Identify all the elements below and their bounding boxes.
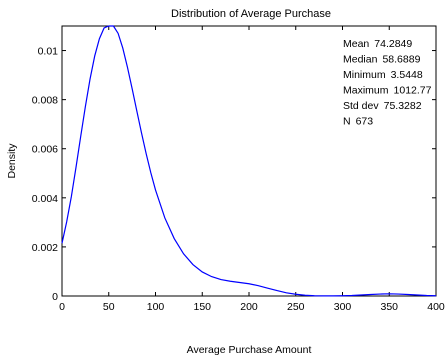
stat-value: 74.2849 xyxy=(374,38,412,50)
stat-value: 58.6889 xyxy=(382,54,420,66)
stat-value: 75.3282 xyxy=(384,100,422,112)
density-curve xyxy=(61,25,437,297)
stat-value: 1012.77 xyxy=(394,85,432,97)
stat-value: 673 xyxy=(356,116,374,128)
x-tick-label: 200 xyxy=(240,301,258,313)
statistics-box: Mean 74.2849 Median 58.6889 Minimum 3.5448Max… xyxy=(343,38,432,128)
y-tick-label: 0.004 xyxy=(32,193,58,205)
stat-label: Std dev xyxy=(343,100,379,112)
x-tick-label: 100 xyxy=(147,301,165,313)
x-tick-label: 0 xyxy=(59,301,65,313)
x-axis-label: Average Purchase Amount xyxy=(187,344,312,356)
x-tick-label: 300 xyxy=(334,301,352,313)
y-tick-label: 0.006 xyxy=(32,144,58,156)
stat-label: Minimum xyxy=(343,69,386,81)
chart-title: Distribution of Average Purchase xyxy=(171,8,331,20)
y-axis-label: Density xyxy=(6,143,18,179)
x-tick-label: 150 xyxy=(193,301,211,313)
plot-area xyxy=(61,25,437,297)
x-tick-label: 400 xyxy=(427,301,445,313)
stat-label: Median xyxy=(343,54,378,66)
stat-label: Mean xyxy=(343,38,369,50)
x-tick-label: 50 xyxy=(103,301,115,313)
y-tick-label: 0 xyxy=(52,291,58,303)
x-axis-ticks: 0 50 100 150 200 250 300 350 400 xyxy=(59,26,445,313)
y-tick-label: 0.008 xyxy=(32,95,58,107)
stat-label: N xyxy=(343,116,351,128)
y-axis-ticks: 0 0.002 0.004 0.006 0.008 0.01 xyxy=(32,46,436,303)
x-tick-label: 350 xyxy=(380,301,398,313)
x-tick-label: 250 xyxy=(287,301,305,313)
y-tick-label: 0.01 xyxy=(38,46,59,58)
stat-label: Maximum xyxy=(343,85,389,97)
y-tick-label: 0.002 xyxy=(32,242,58,254)
stat-value: 3.5448 xyxy=(391,69,423,81)
